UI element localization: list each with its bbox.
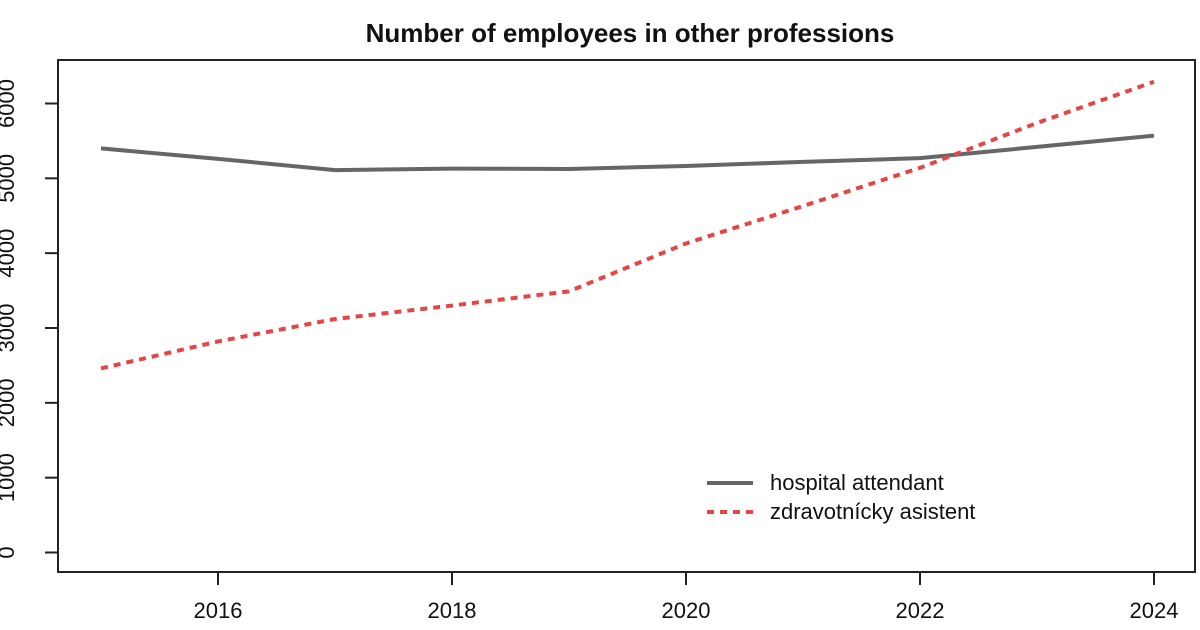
x-tick-label: 2020 [662,598,711,623]
y-tick-label: 5000 [0,154,19,203]
series-line-solid [100,133,1155,173]
legend: hospital attendant zdravotnícky asistent [707,470,975,524]
series-lines [100,79,1155,371]
legend-label: zdravotnícky asistent [770,499,975,524]
y-tick-label: 1000 [0,453,19,502]
x-tick-label: 2022 [896,598,945,623]
chart-title: Number of employees in other professions [366,18,895,48]
x-tick-label: 2024 [1130,598,1179,623]
x-axis: 2016 2018 2020 2022 2024 [194,572,1179,623]
y-tick-label: 4000 [0,229,19,278]
legend-label: hospital attendant [770,470,944,495]
y-axis: 0 1000 2000 3000 4000 5000 6000 [0,79,58,559]
y-tick-label: 2000 [0,378,19,427]
series-line-dashed [100,79,1155,371]
y-tick-label: 6000 [0,79,19,128]
y-tick-label: 3000 [0,304,19,353]
x-tick-label: 2016 [194,598,243,623]
plot-box [57,59,1196,573]
x-tick-label: 2018 [428,598,477,623]
y-tick-label: 0 [0,546,19,558]
